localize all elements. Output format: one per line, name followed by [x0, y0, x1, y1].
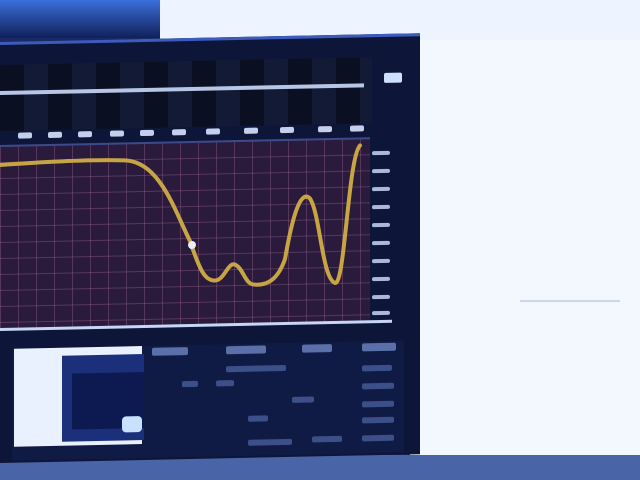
thumbnail-image[interactable] — [14, 346, 144, 447]
y-axis-tick-labels — [372, 141, 396, 322]
x-tick-label — [140, 129, 154, 137]
table-cell — [362, 364, 392, 372]
y-tick-label — [372, 258, 390, 264]
table-cell — [226, 365, 286, 373]
table-cell — [362, 416, 394, 424]
y-tick-label — [372, 150, 390, 156]
x-tick-label — [206, 128, 220, 135]
y-tick-label — [372, 276, 390, 282]
y-tick-label — [372, 186, 390, 192]
x-tick-label — [244, 127, 258, 134]
table-cell — [216, 380, 234, 387]
top-toolbar — [0, 57, 372, 131]
table-header[interactable] — [362, 342, 396, 352]
response-trace — [0, 143, 362, 287]
background-divider — [520, 300, 620, 302]
x-tick-label — [48, 131, 62, 138]
y-tick-label — [372, 240, 390, 246]
table-cell — [248, 438, 292, 446]
table-cell — [312, 435, 342, 443]
y-tick-label — [372, 294, 390, 300]
window-control-button[interactable] — [384, 72, 402, 83]
trace-line — [0, 143, 362, 287]
analyzer-window — [0, 33, 420, 463]
table-header[interactable] — [152, 347, 188, 356]
trace-marker[interactable] — [188, 240, 196, 249]
table-header[interactable] — [302, 344, 332, 353]
y-tick-label — [372, 310, 390, 316]
x-tick-label — [78, 131, 92, 138]
table-cell — [248, 415, 268, 422]
x-tick-label — [350, 125, 364, 132]
table-cell — [362, 400, 394, 408]
x-tick-label — [280, 126, 294, 134]
y-tick-label — [372, 204, 390, 210]
x-tick-label — [18, 132, 32, 139]
details-panel — [12, 340, 404, 461]
table-cell — [292, 396, 314, 403]
table-cell — [362, 382, 394, 390]
table-cell — [362, 434, 394, 442]
y-tick-label — [372, 168, 390, 174]
x-tick-label — [172, 129, 186, 136]
x-tick-label — [110, 130, 124, 137]
thumbnail-highlight — [122, 416, 142, 433]
table-cell — [182, 380, 198, 388]
y-tick-label — [372, 222, 390, 228]
background-document-panel — [410, 40, 640, 460]
measurement-table — [152, 341, 404, 458]
x-tick-label — [318, 126, 332, 133]
table-header[interactable] — [226, 345, 266, 355]
background-window-titlebar — [0, 0, 170, 38]
toolbar-slider-track[interactable] — [0, 83, 364, 95]
